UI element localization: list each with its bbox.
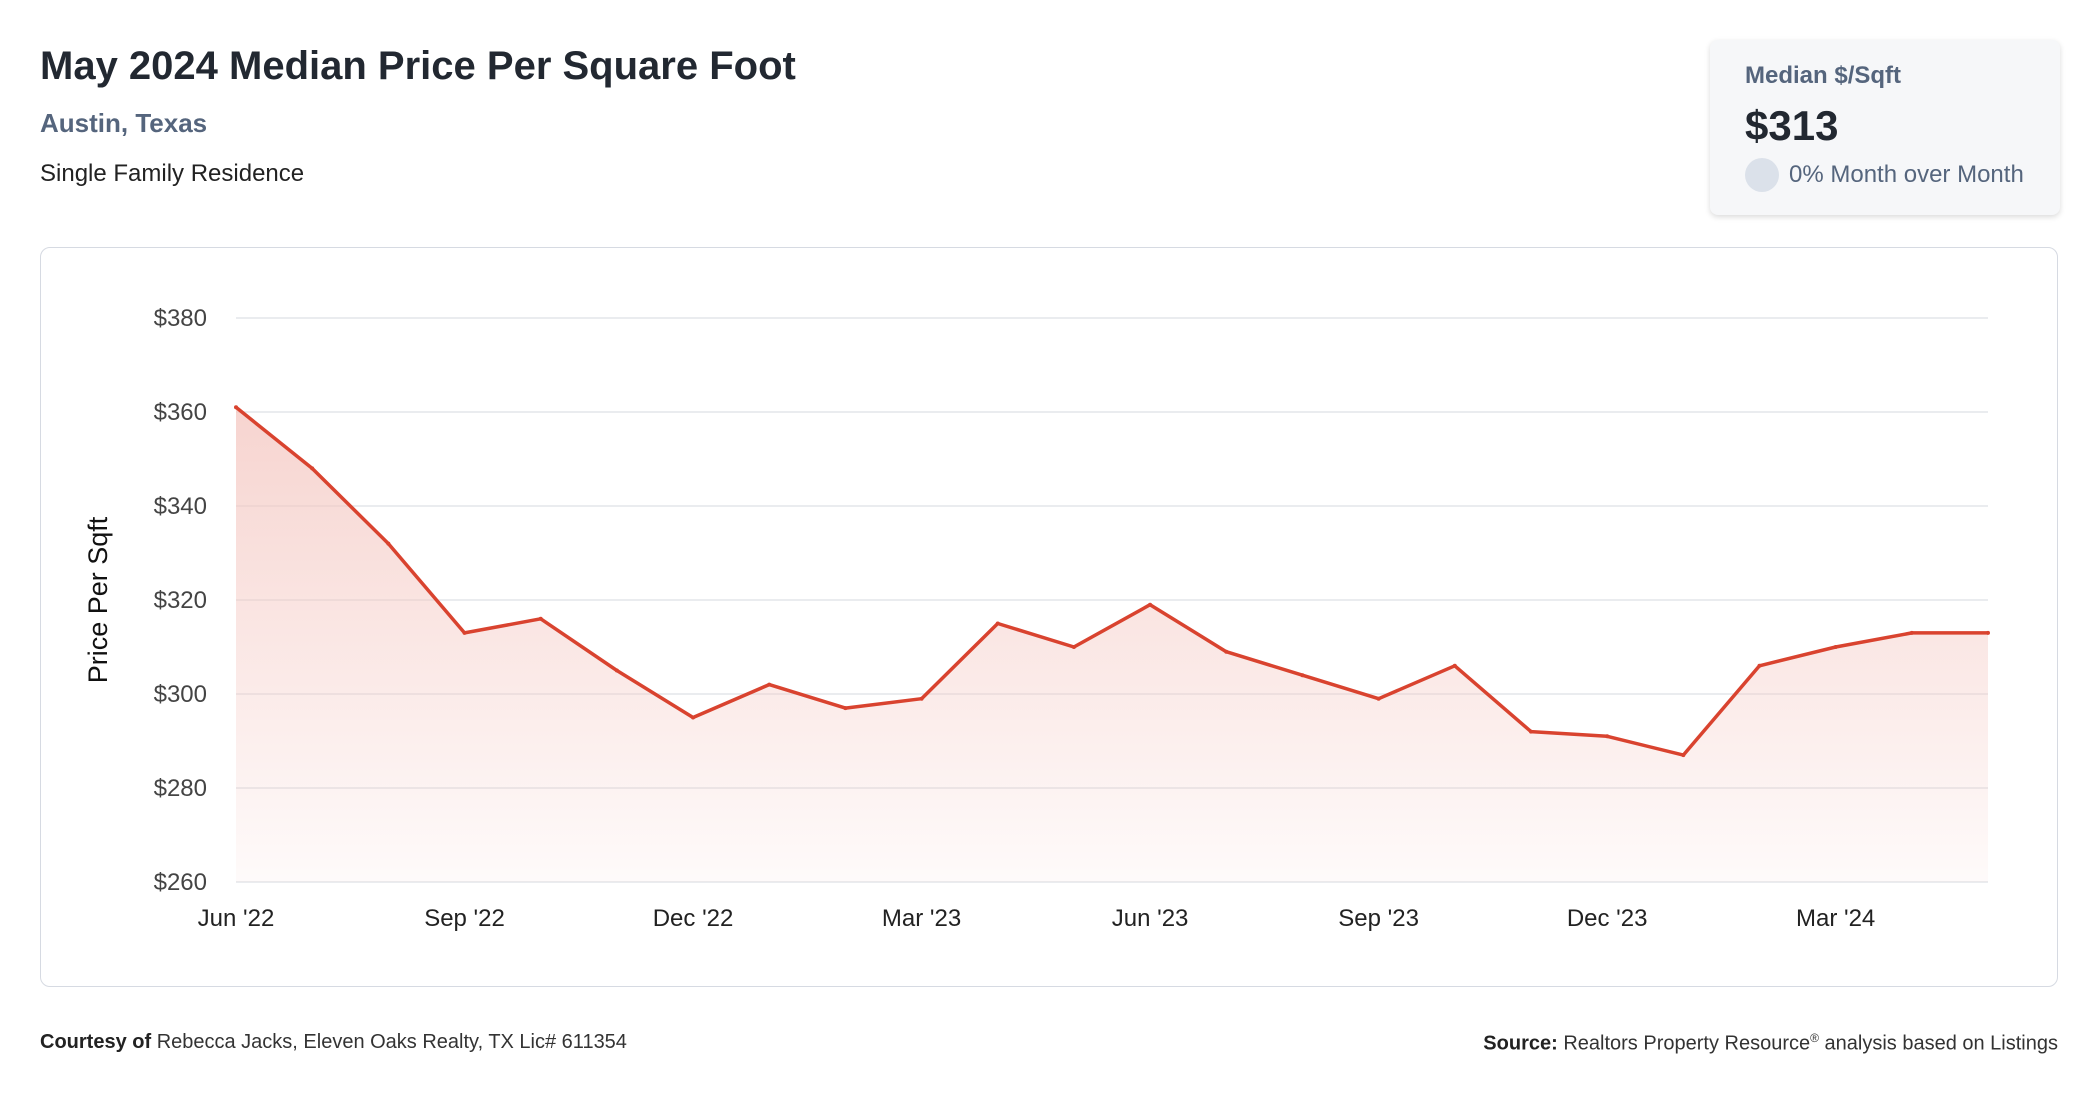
x-tick-label: Sep '22 bbox=[424, 905, 505, 932]
data-point bbox=[1986, 630, 1990, 635]
data-point bbox=[919, 696, 924, 701]
data-point bbox=[1528, 729, 1533, 734]
x-tick-label: Jun '22 bbox=[198, 905, 275, 932]
x-tick-label: Jun '23 bbox=[1112, 905, 1189, 932]
x-tick-label: Sep '23 bbox=[1338, 905, 1419, 932]
y-tick-label: $360 bbox=[154, 399, 207, 426]
data-point bbox=[310, 466, 315, 471]
source-note: Source: Realtors Property Resource® anal… bbox=[1483, 1031, 2058, 1056]
data-point bbox=[1452, 663, 1457, 668]
y-tick-label: $280 bbox=[154, 775, 207, 802]
data-point bbox=[1605, 734, 1610, 739]
data-point bbox=[1224, 649, 1229, 654]
x-tick-label: Dec '23 bbox=[1567, 905, 1648, 932]
chart-container: $380 $360 $340 $320 $300 $280 $260 Jun '22 Sep '… bbox=[40, 247, 2058, 987]
courtesy-note: Courtesy of Rebecca Jacks, Eleven Oaks R… bbox=[40, 1031, 627, 1054]
change-indicator-icon bbox=[1745, 158, 1779, 192]
median-stat-card: Median $/Sqft $313 0% Month over Month bbox=[1710, 40, 2060, 215]
data-point bbox=[1071, 645, 1076, 649]
area-fill bbox=[236, 407, 1988, 882]
source-text: Realtors Property Resource bbox=[1563, 1032, 1811, 1055]
data-point bbox=[1909, 630, 1914, 635]
data-point bbox=[462, 630, 467, 635]
data-point bbox=[995, 621, 1000, 626]
source-label: Source: bbox=[1483, 1032, 1558, 1055]
data-point bbox=[1376, 696, 1381, 701]
x-tick-label: Dec '22 bbox=[653, 905, 734, 932]
y-tick-label: $340 bbox=[154, 493, 207, 520]
data-point bbox=[234, 405, 238, 410]
page-title: May 2024 Median Price Per Square Foot bbox=[40, 44, 796, 88]
change-text: 0% Month over Month bbox=[1789, 161, 2024, 188]
property-type-label: Single Family Residence bbox=[40, 160, 305, 187]
price-chart: $380 $360 $340 $320 $300 $280 $260 Jun '22 Sep '… bbox=[83, 305, 1990, 932]
data-point bbox=[691, 715, 696, 720]
data-point bbox=[767, 682, 772, 687]
y-tick-label: $300 bbox=[154, 681, 207, 708]
data-point bbox=[1833, 645, 1838, 649]
data-point bbox=[1681, 753, 1686, 758]
data-point bbox=[538, 616, 543, 621]
data-point bbox=[1757, 663, 1762, 668]
courtesy-label: Courtesy of bbox=[40, 1031, 152, 1053]
source-text-suffix: analysis based on Listings bbox=[1824, 1032, 2058, 1055]
y-tick-label: $260 bbox=[154, 869, 207, 896]
data-point bbox=[1148, 602, 1153, 607]
stat-value: $313 bbox=[1745, 102, 1839, 149]
y-tick-label: $380 bbox=[154, 305, 207, 332]
y-axis-label: Price Per Sqft bbox=[83, 516, 113, 683]
y-tick-label: $320 bbox=[154, 587, 207, 614]
data-point bbox=[843, 706, 848, 711]
data-point bbox=[614, 668, 619, 673]
stat-change: 0% Month over Month bbox=[1745, 158, 2060, 192]
price-line bbox=[234, 405, 1988, 757]
location-label: Austin, Texas bbox=[40, 108, 208, 138]
data-point bbox=[386, 541, 391, 546]
courtesy-text: Rebecca Jacks, Eleven Oaks Realty, TX Li… bbox=[156, 1031, 627, 1053]
x-tick-label: Mar '23 bbox=[882, 905, 961, 932]
data-point bbox=[1300, 673, 1305, 678]
stat-label: Median $/Sqft bbox=[1745, 62, 1902, 89]
x-tick-label: Mar '24 bbox=[1796, 905, 1875, 932]
registered-mark: ® bbox=[1810, 1031, 1819, 1045]
